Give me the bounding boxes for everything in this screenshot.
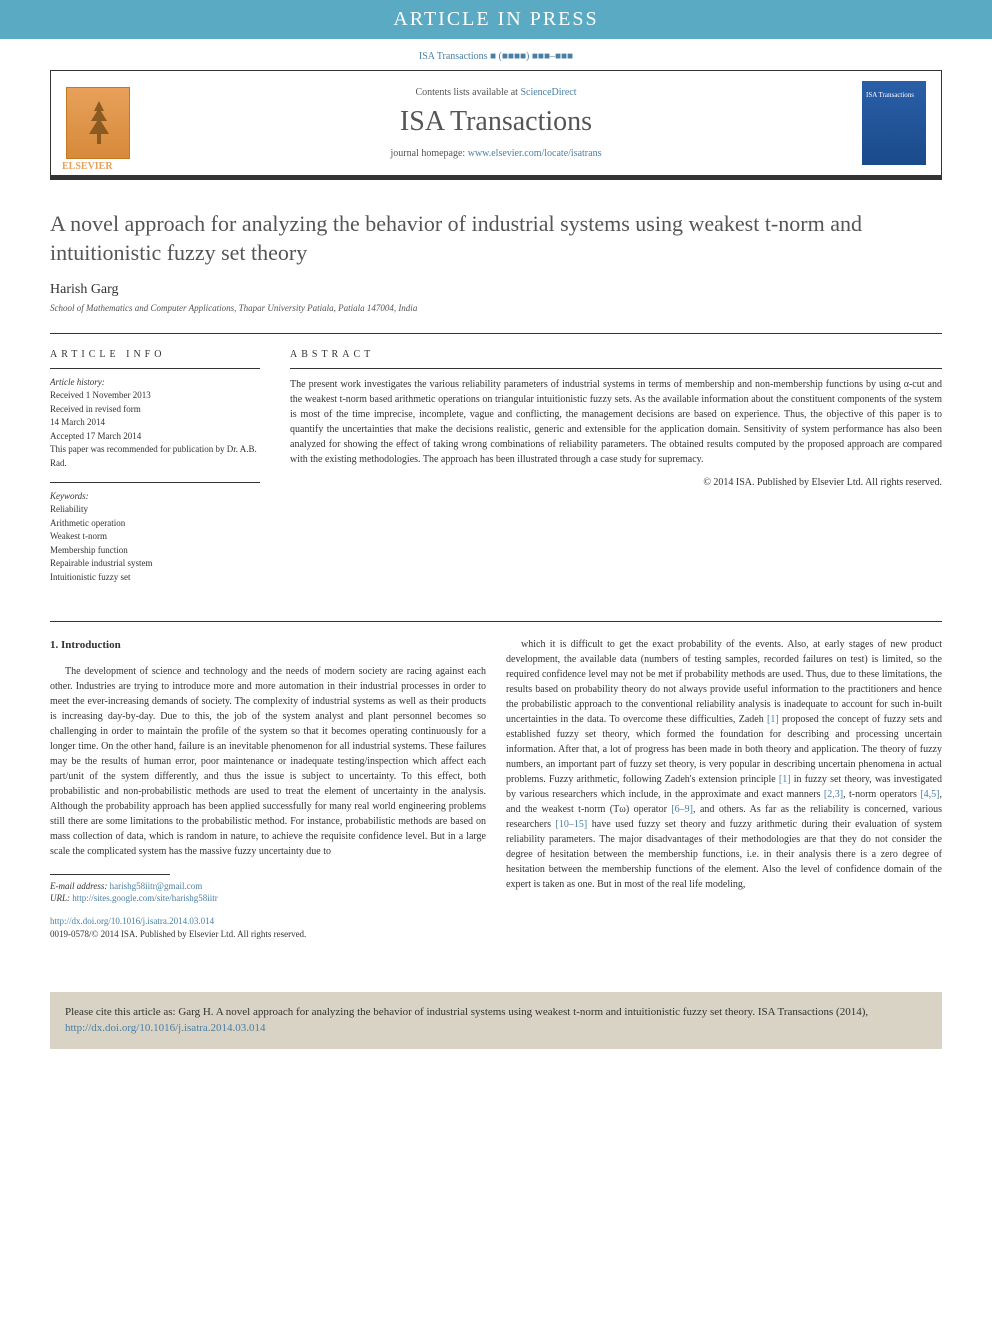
email-link[interactable]: harishg58iitr@gmail.com [110, 881, 203, 891]
divider [50, 333, 942, 334]
abstract-heading: ABSTRACT [290, 349, 942, 360]
citation-link[interactable]: [2,3] [824, 789, 843, 800]
section-heading: 1. Introduction [50, 637, 486, 654]
footnote-url: URL: http://sites.google.com/site/harish… [50, 892, 486, 905]
footnote-divider [50, 874, 170, 875]
article-in-press-banner: ARTICLE IN PRESS [0, 0, 992, 39]
body-text: 1. Introduction The development of scien… [50, 637, 942, 942]
header-divider [51, 175, 941, 179]
history-line: This paper was recommended for publicati… [50, 443, 260, 470]
doi-line: http://dx.doi.org/10.1016/j.isatra.2014.… [50, 915, 486, 929]
keyword: Intuitionistic fuzzy set [50, 571, 260, 585]
keyword: Reliability [50, 503, 260, 517]
issn-line: 0019-0578/© 2014 ISA. Published by Elsev… [50, 928, 486, 942]
history-line: Received 1 November 2013 [50, 389, 260, 403]
journal-name: ISA Transactions [145, 106, 847, 138]
contents-available: Contents lists available at ScienceDirec… [145, 87, 847, 98]
article-title: A novel approach for analyzing the behav… [50, 210, 942, 267]
abstract-text: The present work investigates the variou… [290, 377, 942, 467]
citation-doi-link[interactable]: http://dx.doi.org/10.1016/j.isatra.2014.… [65, 1022, 266, 1034]
author-site-link[interactable]: http://sites.google.com/site/harishg58ii… [72, 893, 218, 903]
elsevier-logo [66, 87, 130, 159]
abstract-copyright: © 2014 ISA. Published by Elsevier Ltd. A… [290, 477, 942, 488]
citation-link[interactable]: [6–9] [671, 804, 693, 815]
article-info-column: ARTICLE INFO Article history: Received 1… [50, 349, 260, 596]
journal-homepage: journal homepage: www.elsevier.com/locat… [145, 148, 847, 159]
keyword: Weakest t-norm [50, 530, 260, 544]
citation-box: Please cite this article as: Garg H. A n… [50, 992, 942, 1049]
homepage-link[interactable]: www.elsevier.com/locate/isatrans [468, 148, 602, 159]
citation-short: ISA Transactions ■ (■■■■) ■■■–■■■ [0, 39, 992, 70]
sciencedirect-link[interactable]: ScienceDirect [520, 87, 576, 98]
citation-link[interactable]: [1] [779, 774, 791, 785]
citation-link[interactable]: [1] [767, 714, 779, 725]
keywords-label: Keywords: [50, 491, 260, 501]
author-affiliation: School of Mathematics and Computer Appli… [50, 303, 942, 313]
history-line: 14 March 2014 [50, 416, 260, 430]
journal-cover-thumbnail: ISA Transactions [862, 81, 926, 165]
history-line: Accepted 17 March 2014 [50, 430, 260, 444]
article-info-heading: ARTICLE INFO [50, 349, 260, 360]
history-label: Article history: [50, 377, 260, 387]
journal-header: Contents lists available at ScienceDirec… [50, 70, 942, 180]
divider [50, 621, 942, 622]
abstract-column: ABSTRACT The present work investigates t… [290, 349, 942, 596]
citation-link[interactable]: [4,5] [920, 789, 939, 800]
author-name: Harish Garg [50, 282, 942, 298]
history-line: Received in revised form [50, 403, 260, 417]
body-paragraph: which it is difficult to get the exact p… [506, 637, 942, 892]
keyword: Arithmetic operation [50, 517, 260, 531]
body-paragraph: The development of science and technolog… [50, 664, 486, 859]
citation-link[interactable]: [10–15] [556, 819, 588, 830]
footnote-email: E-mail address: harishg58iitr@gmail.com [50, 880, 486, 893]
keyword: Repairable industrial system [50, 557, 260, 571]
keyword: Membership function [50, 544, 260, 558]
doi-link[interactable]: http://dx.doi.org/10.1016/j.isatra.2014.… [50, 916, 214, 926]
